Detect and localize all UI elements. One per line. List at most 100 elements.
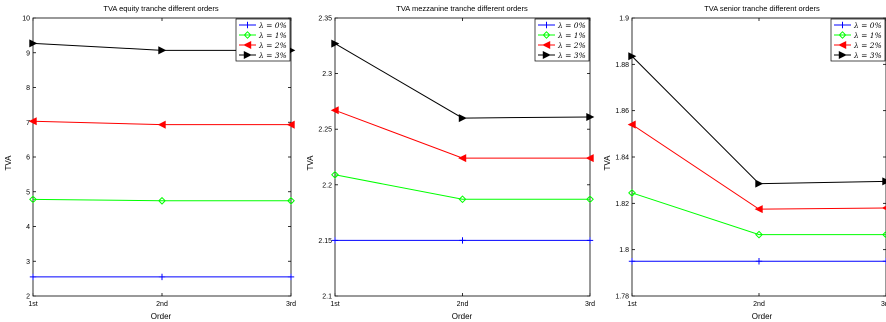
- y-tick-label: 7: [26, 120, 30, 127]
- chart-senior: TVA senior tranche different orders Orde…: [603, 4, 886, 321]
- series-line: [32, 198, 291, 202]
- y-tick-label: 3: [26, 259, 30, 266]
- y-tick-label: 10: [22, 16, 30, 23]
- x-tick-label: 3rd: [881, 301, 886, 308]
- legend-item: λ = 2%: [834, 41, 882, 50]
- y-tick-label: 2.1: [322, 294, 332, 301]
- data-point: [882, 177, 886, 186]
- legend-label: λ = 0%: [853, 21, 882, 30]
- series-2pct: [627, 120, 886, 214]
- data-point: [754, 205, 763, 214]
- data-point: [585, 154, 594, 163]
- y-tick-label: 1.78: [615, 294, 629, 301]
- legend-item: λ = 0%: [538, 21, 586, 30]
- y-tick-label: 9: [26, 50, 30, 57]
- data-point: [755, 258, 763, 265]
- chart-title: TVA equity tranche different orders: [103, 4, 218, 13]
- chart-equity: TVA equity tranche different orders Orde…: [4, 4, 296, 321]
- series-line: [631, 192, 886, 236]
- data-point: [29, 39, 38, 48]
- chart-mezzanine: TVA mezzanine tranche different orders O…: [306, 4, 595, 321]
- data-point: [838, 40, 847, 50]
- y-axis-label: TVA: [306, 155, 315, 171]
- legend: λ = 0%λ = 1%λ = 2%λ = 3%: [534, 18, 590, 62]
- y-tick-label: 2.15: [318, 238, 332, 245]
- series-1pct: [628, 189, 886, 239]
- x-tick-label: 1st: [330, 301, 339, 308]
- legend-item: λ = 1%: [239, 31, 287, 40]
- y-tick-label: 1.84: [615, 155, 629, 162]
- y-tick-label: 1.8: [619, 247, 629, 254]
- legend-item: λ = 1%: [538, 31, 586, 40]
- data-point: [287, 273, 295, 281]
- y-tick-label: 6: [26, 155, 30, 162]
- series-2pct: [28, 117, 295, 129]
- data-point: [839, 21, 846, 29]
- data-point: [243, 40, 252, 50]
- series-line: [334, 174, 590, 200]
- x-axis-label: Order: [752, 312, 773, 321]
- y-tick-label: 1.88: [615, 62, 629, 69]
- legend: λ = 0%λ = 1%λ = 2%λ = 3%: [235, 18, 291, 62]
- x-tick-label: 3rd: [286, 301, 296, 308]
- legend-item: λ = 3%: [538, 51, 586, 60]
- plot-area: 2 3 4 5 6 7 8 9 10 1st 2nd 3rd λ = 0%λ = 1%λ = 2%λ =…: [22, 16, 296, 309]
- data-point: [838, 50, 847, 60]
- data-point: [330, 106, 339, 115]
- legend-item: λ = 3%: [834, 51, 882, 60]
- data-point: [838, 31, 847, 39]
- legend-item: λ = 1%: [834, 31, 882, 40]
- y-tick-label: 8: [26, 85, 30, 92]
- data-point: [542, 31, 551, 39]
- data-point: [628, 258, 636, 265]
- data-point: [882, 230, 886, 239]
- data-point: [755, 179, 764, 188]
- data-point: [158, 273, 166, 281]
- data-point: [542, 40, 551, 50]
- data-point: [243, 31, 252, 39]
- legend-label: λ = 3%: [258, 51, 287, 60]
- data-point: [586, 195, 594, 204]
- data-point: [158, 46, 167, 55]
- series-line: [631, 55, 886, 185]
- x-tick-label: 1st: [28, 301, 37, 308]
- y-tick-label: 1.86: [615, 108, 629, 115]
- data-point: [882, 258, 886, 265]
- legend-label: λ = 0%: [258, 21, 287, 30]
- y-tick-label: 4: [26, 224, 30, 231]
- legend-label: λ = 3%: [853, 51, 882, 60]
- data-point: [287, 196, 295, 205]
- plot-area: 1.78 1.8 1.82 1.84 1.86 1.88 1.9 1st 2nd 3rd λ = 0…: [615, 16, 886, 308]
- legend-item: λ = 2%: [538, 41, 586, 50]
- series-line: [631, 124, 886, 210]
- data-point: [881, 205, 886, 211]
- y-tick-label: 1.82: [615, 201, 629, 208]
- x-tick-label: 2nd: [156, 301, 168, 308]
- y-tick-label: 1.9: [619, 16, 629, 23]
- data-point: [331, 170, 339, 179]
- data-point: [755, 230, 763, 239]
- data-point: [586, 112, 595, 121]
- series-1pct: [331, 170, 594, 204]
- series-3pct: [628, 52, 886, 188]
- legend-label: λ = 0%: [557, 21, 586, 30]
- y-tick-label: 2: [26, 294, 30, 301]
- y-tick-label: 5: [26, 189, 30, 196]
- data-point: [29, 273, 37, 281]
- x-tick-label: 2nd: [753, 301, 765, 308]
- series-0pct: [29, 273, 295, 281]
- series-1pct: [29, 195, 295, 205]
- chart-title: TVA senior tranche different orders: [704, 4, 820, 13]
- data-point: [286, 120, 295, 129]
- y-tick-label: 2.3: [322, 71, 332, 78]
- legend-label: λ = 1%: [258, 31, 287, 40]
- data-point: [543, 21, 550, 29]
- legend-label: λ = 2%: [853, 41, 882, 50]
- data-point: [458, 154, 467, 163]
- series-3pct: [331, 39, 595, 123]
- data-point: [628, 52, 637, 61]
- x-tick-label: 2nd: [457, 301, 469, 308]
- legend-label: λ = 3%: [557, 51, 586, 60]
- data-point: [331, 237, 339, 244]
